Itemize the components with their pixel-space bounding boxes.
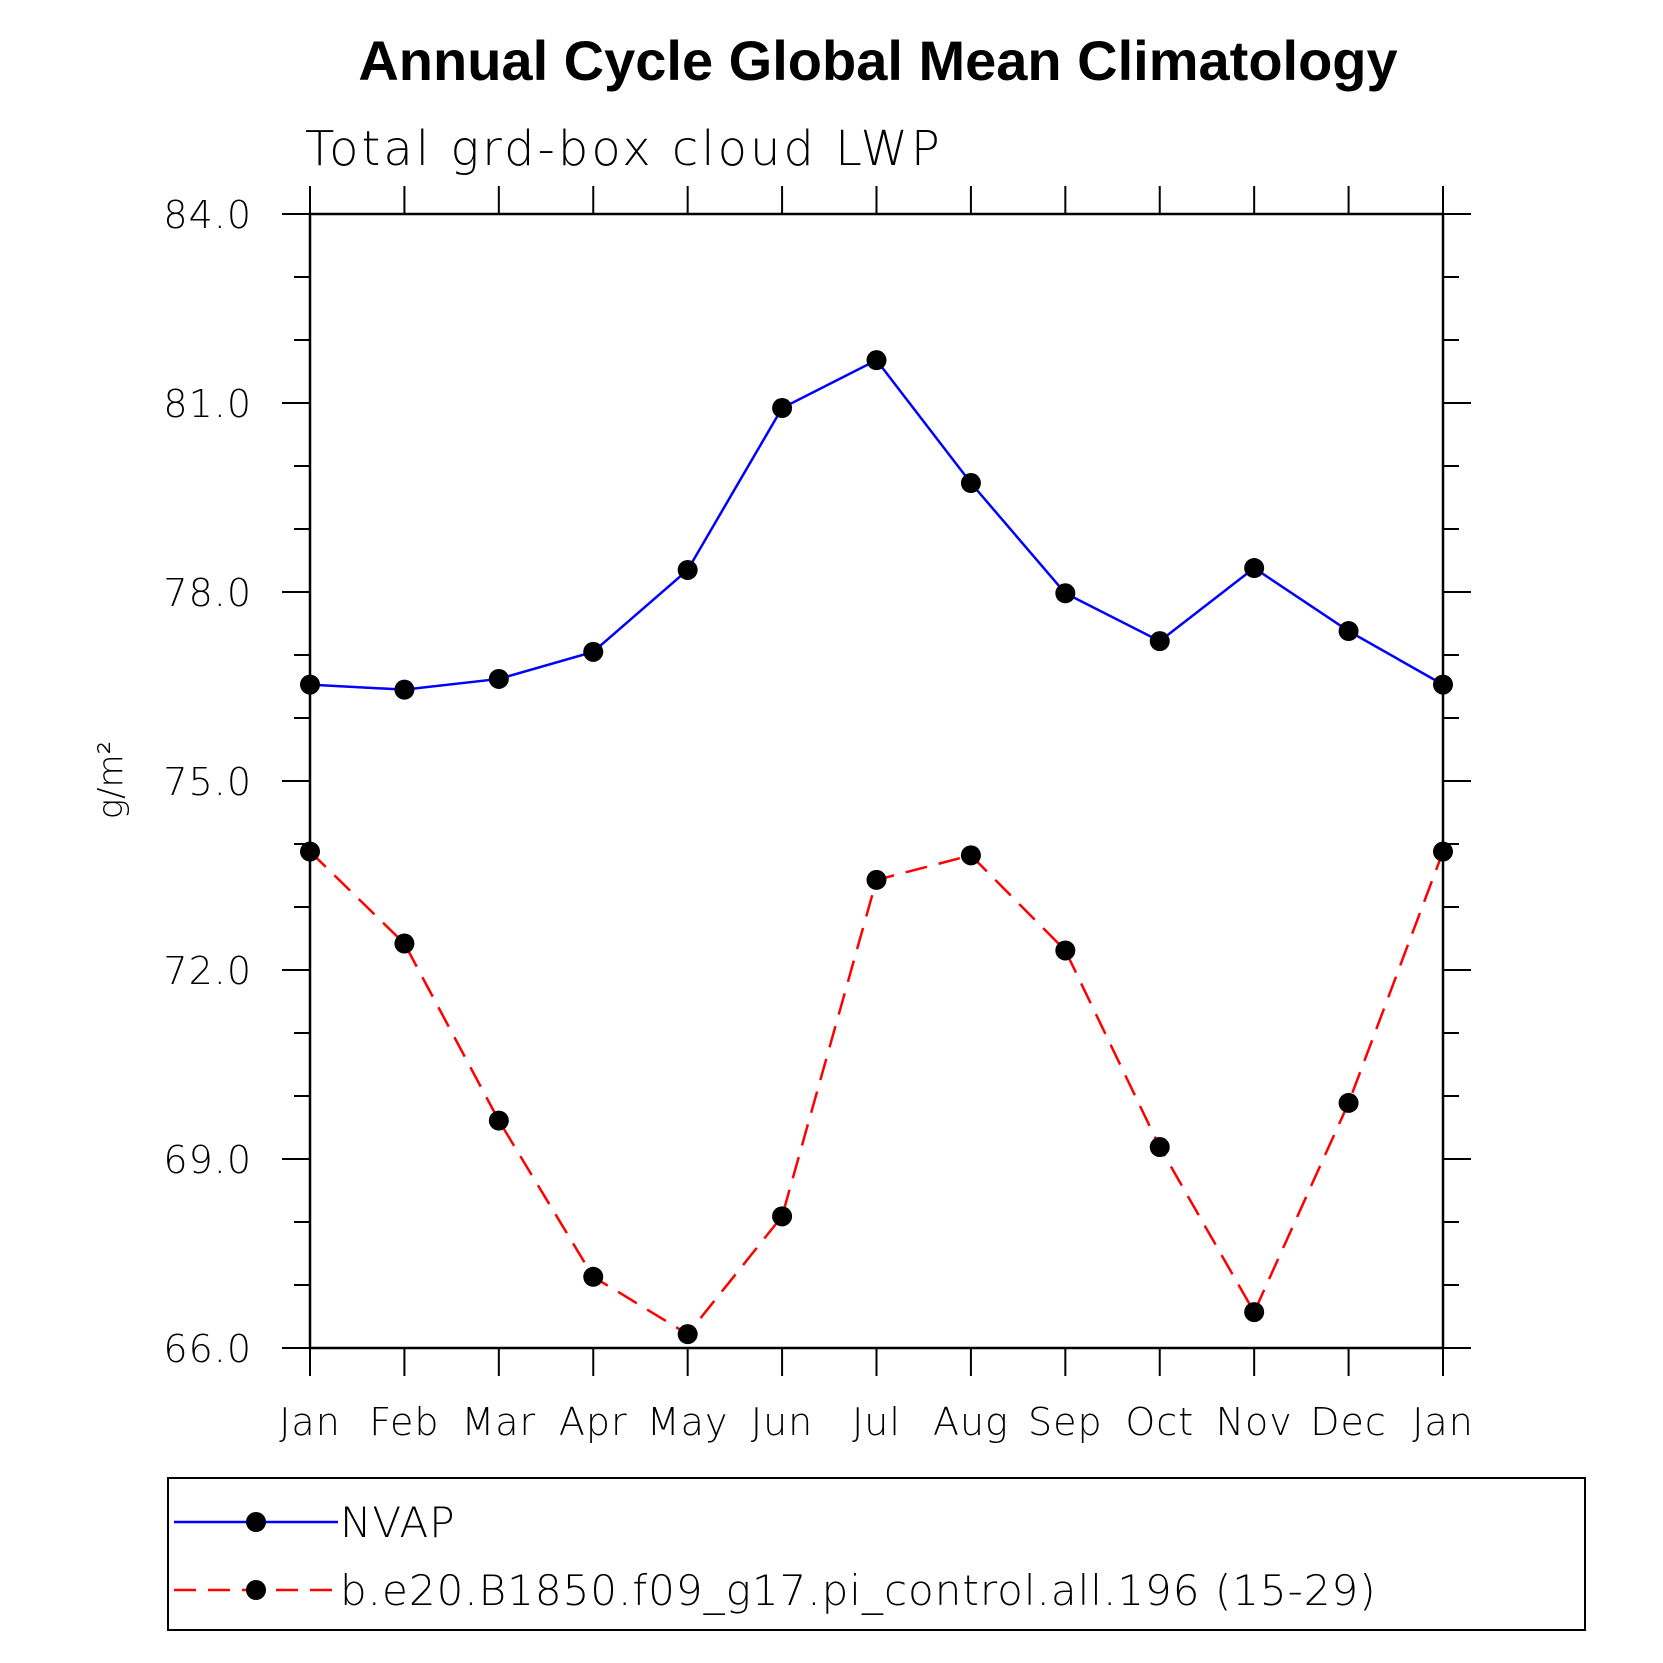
x-tick-label: Mar (461, 1400, 536, 1444)
legend-box (167, 1477, 1586, 1631)
y-tick-label: 81.0 (163, 382, 252, 426)
x-tick-label: Dec (1310, 1400, 1387, 1444)
x-tick-label: Jan (1412, 1400, 1474, 1444)
y-axis-label: g/m² (91, 741, 131, 820)
data-point (960, 473, 981, 494)
y-tick-label: 66.0 (163, 1327, 252, 1371)
x-axis: Jan Feb Mar Apr May Jun Jul Aug Sep Oct Nov Dec Jan (279, 186, 1474, 1444)
legend-label: b.e20.B1850.f09_g17.pi_control.all.196 (… (340, 1566, 1377, 1615)
data-point (394, 679, 415, 700)
series-layer (300, 350, 1453, 1345)
legend-swatch-marker (246, 1580, 266, 1600)
legend-swatch-marker (246, 1512, 266, 1532)
data-point (1055, 583, 1076, 604)
x-tick-label: Jun (751, 1400, 813, 1444)
data-point (1149, 1137, 1170, 1158)
series-line-0 (309, 358, 1444, 691)
data-point (1433, 674, 1453, 695)
y-tick-label: 75.0 (163, 760, 252, 804)
data-point (1244, 1302, 1265, 1323)
series-line-1 (309, 850, 1445, 1336)
y-tick-label: 72.0 (163, 949, 252, 993)
x-tick-label: Sep (1028, 1400, 1103, 1444)
data-point (677, 1324, 698, 1345)
x-tick-label: May (647, 1400, 729, 1444)
data-point (1055, 940, 1076, 961)
data-point (1338, 1092, 1359, 1113)
y-axis: 84.0 81.0 78.0 75.0 72.0 69.0 66.0 (163, 193, 1471, 1371)
data-point (300, 674, 320, 695)
legend: NVAP b.e20.B1850.f09_g17.pi_control.all.1… (167, 1477, 1586, 1631)
y-tick-label: 78.0 (163, 571, 252, 615)
x-tick-label: Apr (559, 1400, 628, 1444)
x-tick-label: Nov (1216, 1400, 1293, 1444)
x-tick-label: Aug (933, 1400, 1009, 1444)
x-tick-label: Jan (279, 1400, 341, 1444)
data-point (583, 641, 604, 662)
chart-subtitle: Total grd-box cloud LWP (305, 121, 943, 177)
data-point (394, 933, 415, 954)
legend-label: NVAP (340, 1498, 456, 1547)
data-point (1433, 841, 1453, 862)
data-point (300, 841, 320, 862)
x-tick-label: Oct (1125, 1400, 1194, 1444)
x-tick-label: Feb (369, 1400, 439, 1444)
chart-title: Annual Cycle Global Mean Climatology (358, 29, 1397, 92)
data-point (866, 350, 887, 371)
data-point (488, 1110, 509, 1131)
y-tick-label: 84.0 (163, 193, 252, 237)
data-point (1338, 621, 1359, 642)
data-point (677, 559, 698, 580)
data-point (1149, 631, 1170, 652)
data-point (772, 398, 793, 419)
data-point (960, 845, 981, 866)
data-point (488, 668, 509, 689)
x-tick-label: Jul (852, 1400, 901, 1444)
data-point (772, 1206, 793, 1227)
y-tick-label: 69.0 (163, 1138, 252, 1182)
plot-frame (308, 212, 1445, 1350)
data-point (583, 1266, 604, 1287)
data-point (866, 869, 887, 890)
data-point (1244, 558, 1265, 579)
